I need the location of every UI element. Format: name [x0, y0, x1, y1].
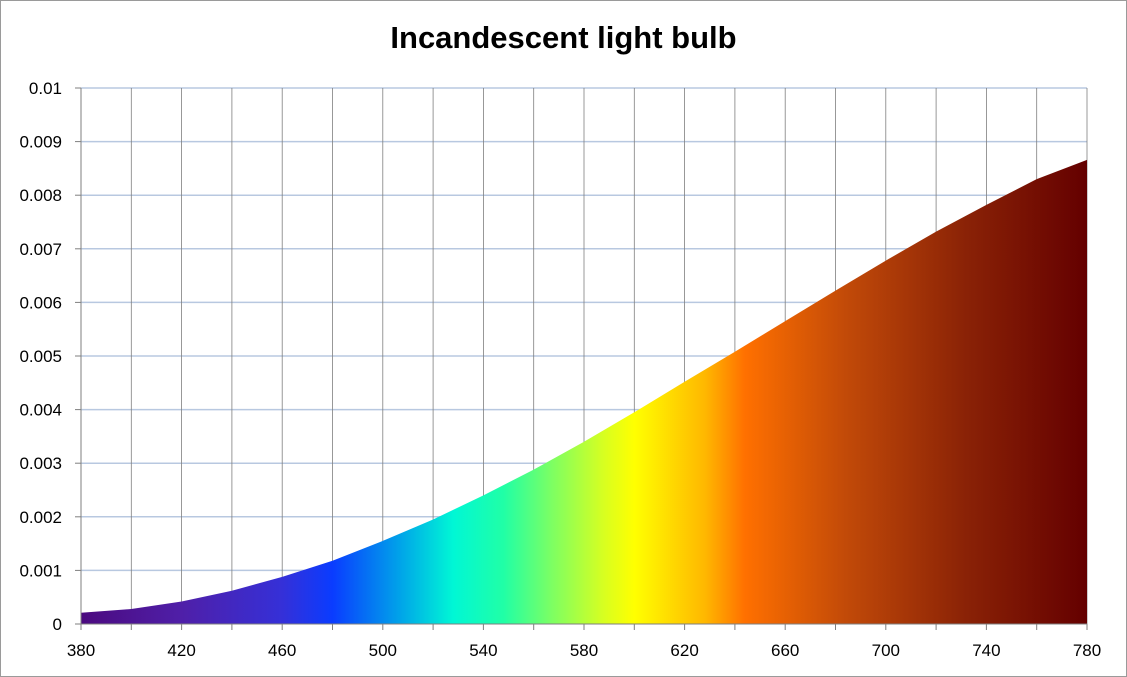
y-tick-label: 0.005 — [19, 347, 62, 366]
x-tick-labels: 380 420 460 500 540 580 620 660 700 740 780 — [67, 641, 1101, 660]
x-tick-label: 660 — [771, 641, 799, 660]
y-tick-label: 0.01 — [29, 79, 62, 98]
x-tick-label: 500 — [369, 641, 397, 660]
y-tick-label: 0.009 — [19, 133, 62, 152]
x-tick-label: 540 — [469, 641, 497, 660]
y-tick-label: 0.003 — [19, 454, 62, 473]
y-tick-label: 0.001 — [19, 561, 62, 580]
x-tick-label: 740 — [972, 641, 1000, 660]
y-tick-label: 0.002 — [19, 508, 62, 527]
axes — [75, 87, 1088, 630]
spectrum-area — [81, 159, 1087, 624]
y-tick-label: 0 — [53, 615, 62, 634]
y-tick-label: 0.004 — [19, 401, 62, 420]
y-tick-label: 0.006 — [19, 293, 62, 312]
x-tick-label: 420 — [167, 641, 195, 660]
x-tick-label: 460 — [268, 641, 296, 660]
x-tick-label: 700 — [872, 641, 900, 660]
x-tick-label: 380 — [67, 641, 95, 660]
x-tick-label: 580 — [570, 641, 598, 660]
y-tick-label: 0.008 — [19, 186, 62, 205]
y-tick-label: 0.007 — [19, 240, 62, 259]
x-tick-label: 620 — [670, 641, 698, 660]
chart-title: Incandescent light bulb — [390, 20, 737, 55]
y-tick-labels: 0 0.001 0.002 0.003 0.004 0.005 0.006 0.007 0.00… — [19, 79, 62, 634]
x-tick-label: 780 — [1073, 641, 1101, 660]
